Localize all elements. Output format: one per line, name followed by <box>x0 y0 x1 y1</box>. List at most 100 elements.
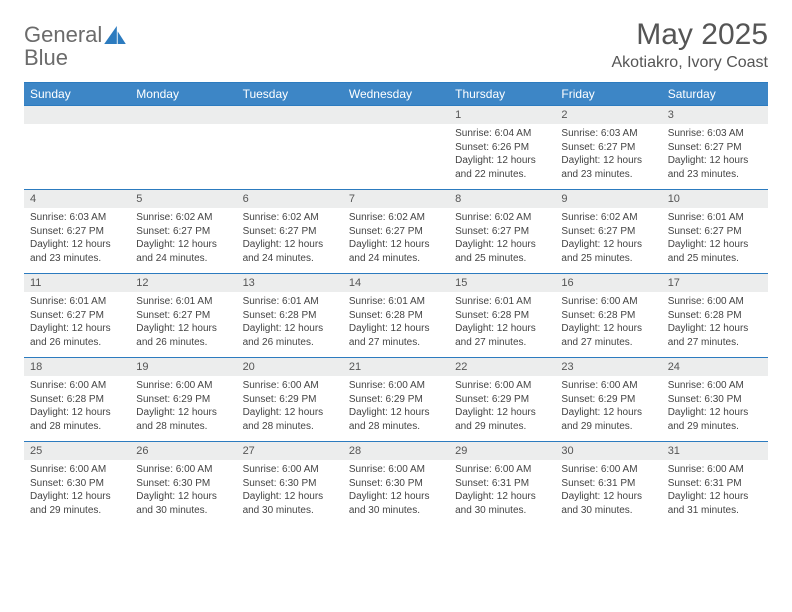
calendar-day-cell: 24Sunrise: 6:00 AMSunset: 6:30 PMDayligh… <box>662 358 768 442</box>
calendar-day-cell: 31Sunrise: 6:00 AMSunset: 6:31 PMDayligh… <box>662 442 768 526</box>
calendar-week-row: 11Sunrise: 6:01 AMSunset: 6:27 PMDayligh… <box>24 274 768 358</box>
calendar-day-cell: 23Sunrise: 6:00 AMSunset: 6:29 PMDayligh… <box>555 358 661 442</box>
calendar-week-row: 4Sunrise: 6:03 AMSunset: 6:27 PMDaylight… <box>24 190 768 274</box>
weekday-header: Sunday <box>24 83 130 106</box>
calendar-day-cell: 6Sunrise: 6:02 AMSunset: 6:27 PMDaylight… <box>237 190 343 274</box>
calendar-day-cell: 2Sunrise: 6:03 AMSunset: 6:27 PMDaylight… <box>555 106 661 190</box>
day-info: Sunrise: 6:00 AMSunset: 6:29 PMDaylight:… <box>343 376 449 441</box>
day-info: Sunrise: 6:00 AMSunset: 6:31 PMDaylight:… <box>662 460 768 525</box>
day-number: 29 <box>449 442 555 460</box>
calendar-header-row: SundayMondayTuesdayWednesdayThursdayFrid… <box>24 83 768 106</box>
sail-icon <box>104 26 126 44</box>
brand-word1: General <box>24 22 102 47</box>
calendar-table: SundayMondayTuesdayWednesdayThursdayFrid… <box>24 83 768 525</box>
day-number: 8 <box>449 190 555 208</box>
calendar-day-cell: 11Sunrise: 6:01 AMSunset: 6:27 PMDayligh… <box>24 274 130 358</box>
day-number: 3 <box>662 106 768 124</box>
calendar-day-cell <box>130 106 236 190</box>
calendar-day-cell: 4Sunrise: 6:03 AMSunset: 6:27 PMDaylight… <box>24 190 130 274</box>
day-number: 4 <box>24 190 130 208</box>
calendar-day-cell: 17Sunrise: 6:00 AMSunset: 6:28 PMDayligh… <box>662 274 768 358</box>
day-number: 28 <box>343 442 449 460</box>
day-number: 11 <box>24 274 130 292</box>
weekday-header: Thursday <box>449 83 555 106</box>
calendar-day-cell: 18Sunrise: 6:00 AMSunset: 6:28 PMDayligh… <box>24 358 130 442</box>
brand-word2: Blue <box>24 45 68 70</box>
day-info: Sunrise: 6:02 AMSunset: 6:27 PMDaylight:… <box>555 208 661 273</box>
day-info: Sunrise: 6:02 AMSunset: 6:27 PMDaylight:… <box>130 208 236 273</box>
day-info: Sunrise: 6:01 AMSunset: 6:27 PMDaylight:… <box>662 208 768 273</box>
calendar-day-cell: 12Sunrise: 6:01 AMSunset: 6:27 PMDayligh… <box>130 274 236 358</box>
day-info: Sunrise: 6:03 AMSunset: 6:27 PMDaylight:… <box>555 124 661 189</box>
day-number: 9 <box>555 190 661 208</box>
calendar-day-cell: 3Sunrise: 6:03 AMSunset: 6:27 PMDaylight… <box>662 106 768 190</box>
day-number: 19 <box>130 358 236 376</box>
day-info: Sunrise: 6:04 AMSunset: 6:26 PMDaylight:… <box>449 124 555 189</box>
day-number: 22 <box>449 358 555 376</box>
day-info: Sunrise: 6:00 AMSunset: 6:29 PMDaylight:… <box>555 376 661 441</box>
calendar-day-cell: 16Sunrise: 6:00 AMSunset: 6:28 PMDayligh… <box>555 274 661 358</box>
weekday-header: Friday <box>555 83 661 106</box>
calendar-day-cell: 8Sunrise: 6:02 AMSunset: 6:27 PMDaylight… <box>449 190 555 274</box>
day-info: Sunrise: 6:00 AMSunset: 6:28 PMDaylight:… <box>24 376 130 441</box>
calendar-day-cell: 15Sunrise: 6:01 AMSunset: 6:28 PMDayligh… <box>449 274 555 358</box>
calendar-day-cell: 19Sunrise: 6:00 AMSunset: 6:29 PMDayligh… <box>130 358 236 442</box>
day-number-empty <box>24 106 130 124</box>
calendar-day-cell: 20Sunrise: 6:00 AMSunset: 6:29 PMDayligh… <box>237 358 343 442</box>
title-month: May 2025 <box>612 18 769 52</box>
day-info: Sunrise: 6:01 AMSunset: 6:28 PMDaylight:… <box>343 292 449 357</box>
calendar-day-cell: 13Sunrise: 6:01 AMSunset: 6:28 PMDayligh… <box>237 274 343 358</box>
calendar-day-cell <box>343 106 449 190</box>
weekday-header: Saturday <box>662 83 768 106</box>
day-info: Sunrise: 6:01 AMSunset: 6:27 PMDaylight:… <box>24 292 130 357</box>
day-number: 6 <box>237 190 343 208</box>
calendar-day-cell: 1Sunrise: 6:04 AMSunset: 6:26 PMDaylight… <box>449 106 555 190</box>
calendar-day-cell: 29Sunrise: 6:00 AMSunset: 6:31 PMDayligh… <box>449 442 555 526</box>
day-info: Sunrise: 6:02 AMSunset: 6:27 PMDaylight:… <box>343 208 449 273</box>
day-info: Sunrise: 6:00 AMSunset: 6:29 PMDaylight:… <box>237 376 343 441</box>
day-number: 5 <box>130 190 236 208</box>
day-info: Sunrise: 6:00 AMSunset: 6:30 PMDaylight:… <box>237 460 343 525</box>
day-number: 20 <box>237 358 343 376</box>
day-info: Sunrise: 6:00 AMSunset: 6:28 PMDaylight:… <box>555 292 661 357</box>
calendar-day-cell: 27Sunrise: 6:00 AMSunset: 6:30 PMDayligh… <box>237 442 343 526</box>
calendar-day-cell: 26Sunrise: 6:00 AMSunset: 6:30 PMDayligh… <box>130 442 236 526</box>
day-number: 30 <box>555 442 661 460</box>
day-number: 17 <box>662 274 768 292</box>
day-info: Sunrise: 6:00 AMSunset: 6:30 PMDaylight:… <box>662 376 768 441</box>
day-number: 27 <box>237 442 343 460</box>
calendar-week-row: 25 Sunrise: 6:00 AMSunset: 6:30 PMDayligh… <box>24 442 768 526</box>
day-info: Sunrise: 6:00 AMSunset: 6:29 PMDaylight:… <box>130 376 236 441</box>
day-number: 2 <box>555 106 661 124</box>
day-number: 12 <box>130 274 236 292</box>
day-number: 23 <box>555 358 661 376</box>
day-number-empty <box>343 106 449 124</box>
weekday-header: Wednesday <box>343 83 449 106</box>
day-info: Sunrise: 6:01 AMSunset: 6:28 PMDaylight:… <box>449 292 555 357</box>
calendar-day-cell: 28Sunrise: 6:00 AMSunset: 6:30 PMDayligh… <box>343 442 449 526</box>
calendar-day-cell: 22Sunrise: 6:00 AMSunset: 6:29 PMDayligh… <box>449 358 555 442</box>
day-number: 7 <box>343 190 449 208</box>
calendar-day-cell: 7Sunrise: 6:02 AMSunset: 6:27 PMDaylight… <box>343 190 449 274</box>
weekday-header: Monday <box>130 83 236 106</box>
day-number: 16 <box>555 274 661 292</box>
day-number: 14 <box>343 274 449 292</box>
calendar-day-cell: 5Sunrise: 6:02 AMSunset: 6:27 PMDaylight… <box>130 190 236 274</box>
day-number: 31 <box>662 442 768 460</box>
weekday-header: Tuesday <box>237 83 343 106</box>
day-info: Sunrise: 6:03 AMSunset: 6:27 PMDaylight:… <box>24 208 130 273</box>
calendar-day-cell: 10Sunrise: 6:01 AMSunset: 6:27 PMDayligh… <box>662 190 768 274</box>
day-number: 26 <box>130 442 236 460</box>
day-info: Sunrise: 6:00 AMSunset: 6:31 PMDaylight:… <box>449 460 555 525</box>
day-number: 15 <box>449 274 555 292</box>
day-number: 1 <box>449 106 555 124</box>
day-number: 24 <box>662 358 768 376</box>
day-info: Sunrise: 6:00 AMSunset: 6:30 PMDaylight:… <box>343 460 449 525</box>
day-number: 25 <box>24 442 130 460</box>
day-info: Sunrise: 6:03 AMSunset: 6:27 PMDaylight:… <box>662 124 768 189</box>
day-number: 10 <box>662 190 768 208</box>
calendar-day-cell: 14Sunrise: 6:01 AMSunset: 6:28 PMDayligh… <box>343 274 449 358</box>
title-location: Akotiakro, Ivory Coast <box>612 54 769 72</box>
day-info: Sunrise: 6:00 AMSunset: 6:31 PMDaylight:… <box>555 460 661 525</box>
day-number: 18 <box>24 358 130 376</box>
